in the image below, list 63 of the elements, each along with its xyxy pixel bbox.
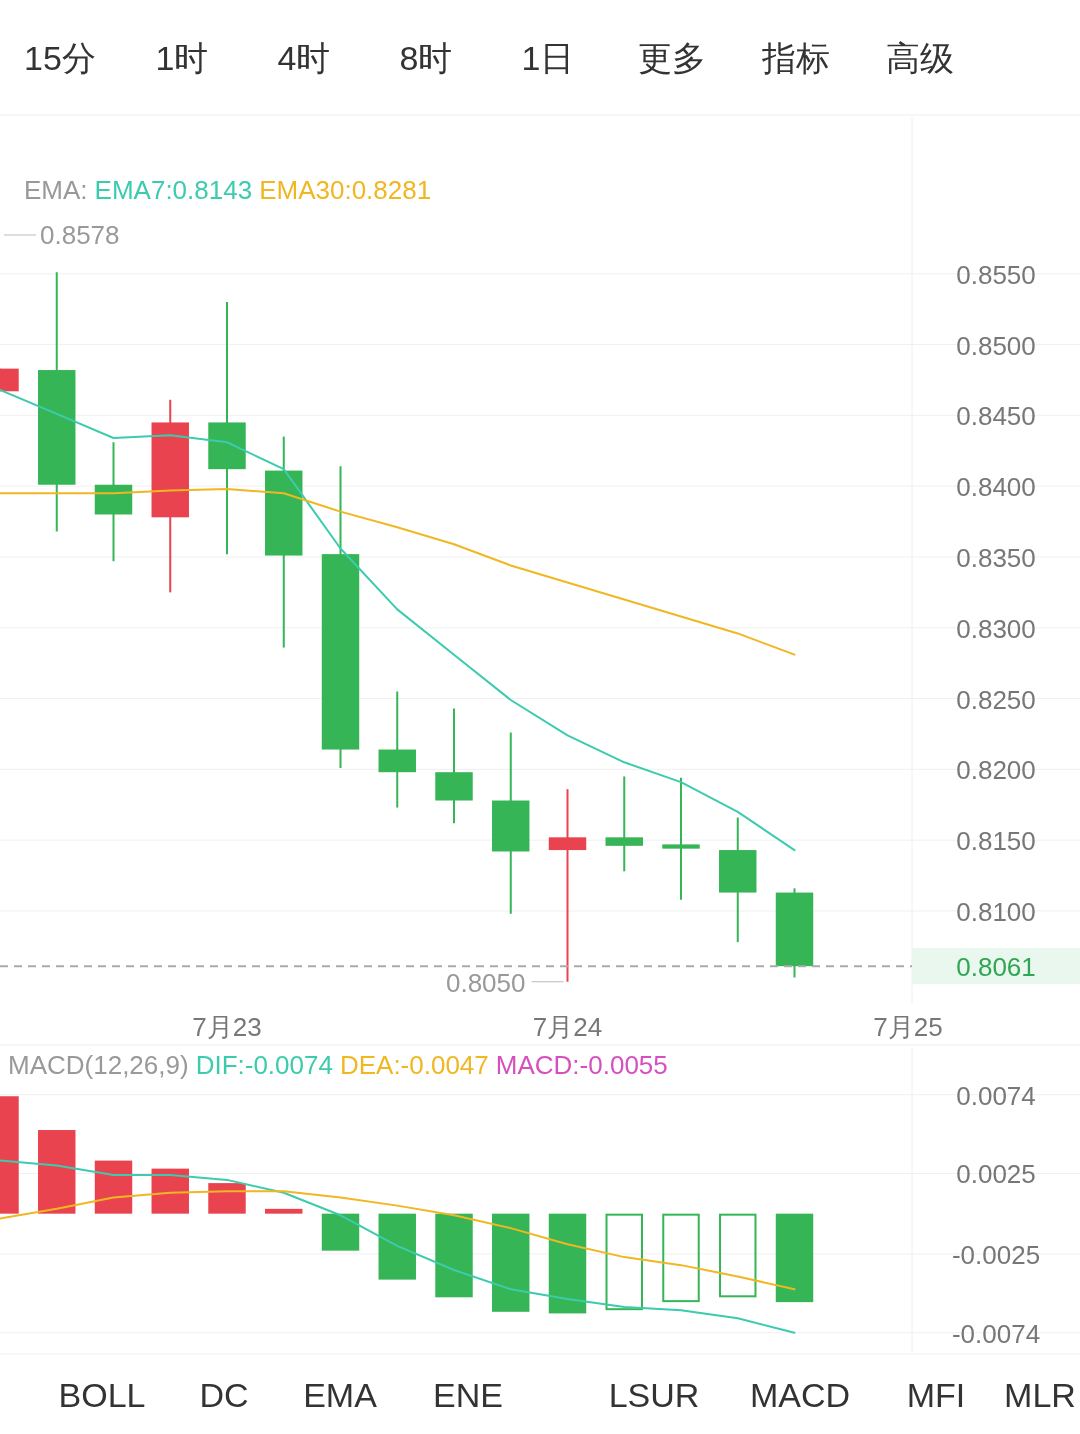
text: LSUR — [608, 1376, 700, 1414]
text: EMA: — [24, 175, 88, 205]
y-tick-label: -0.0074 — [951, 1318, 1041, 1349]
y-tick-label: 0.0025 — [956, 1159, 1036, 1190]
y-tick-label: 0.8350 — [956, 542, 1036, 573]
y-tick-label: 0.8250 — [956, 684, 1036, 715]
line-series — [0, 487, 796, 656]
text: BOLL — [58, 1376, 146, 1414]
y-tick-label: 0.8300 — [956, 613, 1036, 644]
text: 1日 — [521, 38, 575, 77]
y-tick-label: 0.8200 — [956, 755, 1036, 786]
bar — [605, 1213, 643, 1311]
text: EMA7:0.8143 — [94, 175, 253, 205]
annotation: 0.8578 — [40, 220, 120, 250]
y-tick-label: 0.8400 — [956, 472, 1036, 503]
line-series — [0, 1159, 796, 1334]
y-tick-label: 0.8100 — [956, 896, 1036, 927]
text: 1时 — [155, 38, 209, 77]
chart-title: MACD(12,26,9) — [8, 1050, 189, 1080]
text: EMA30:0.8281 — [259, 175, 432, 205]
text: EMA — [303, 1376, 378, 1414]
text: 更多 — [638, 38, 706, 77]
text: 高级 — [886, 38, 954, 77]
bar — [492, 1213, 530, 1312]
text: DEA:-0.0047 — [339, 1050, 489, 1080]
y-tick-label: -0.0025 — [951, 1239, 1041, 1270]
annotation: MACD:-0.0055 — [495, 1050, 668, 1080]
y-tick-label: 0.0074 — [956, 1080, 1036, 1111]
candlestick — [605, 775, 643, 873]
text: MLR — [1004, 1376, 1076, 1414]
ref-line-label: 0.8061 — [956, 952, 1036, 983]
bar — [548, 1213, 587, 1314]
line-series — [0, 1190, 796, 1291]
text: DC — [199, 1376, 249, 1414]
text: 15分 — [24, 38, 96, 77]
text: 8时 — [399, 38, 453, 77]
y-tick-label: 0.8150 — [956, 826, 1036, 857]
x-tick-label: 7月25 — [873, 1012, 943, 1042]
line-series — [0, 388, 796, 852]
y-tick-label: 0.8550 — [956, 259, 1036, 290]
bar — [378, 1213, 416, 1280]
bar — [719, 1213, 757, 1298]
text: MFI — [906, 1376, 966, 1414]
bar — [775, 1213, 814, 1303]
bar — [265, 1208, 303, 1214]
text: 4时 — [277, 38, 331, 77]
bar — [662, 1213, 700, 1303]
bar — [94, 1160, 133, 1214]
y-tick-label: 0.8500 — [956, 330, 1036, 361]
bar — [208, 1183, 246, 1214]
y-tick-label: 0.8450 — [956, 401, 1036, 432]
text: 指标 — [761, 38, 830, 77]
x-tick-label: 7月23 — [192, 1012, 262, 1042]
bar — [321, 1213, 360, 1251]
bar — [151, 1168, 189, 1214]
bar — [38, 1130, 76, 1214]
x-tick-label: 7月24 — [532, 1012, 603, 1042]
annotation: 0.8050 — [445, 967, 526, 998]
text: DIF:-0.0074 — [195, 1050, 333, 1080]
bar — [435, 1213, 473, 1298]
text: MACD — [749, 1376, 851, 1414]
candlestick — [662, 776, 700, 901]
text: ENE — [433, 1376, 503, 1414]
